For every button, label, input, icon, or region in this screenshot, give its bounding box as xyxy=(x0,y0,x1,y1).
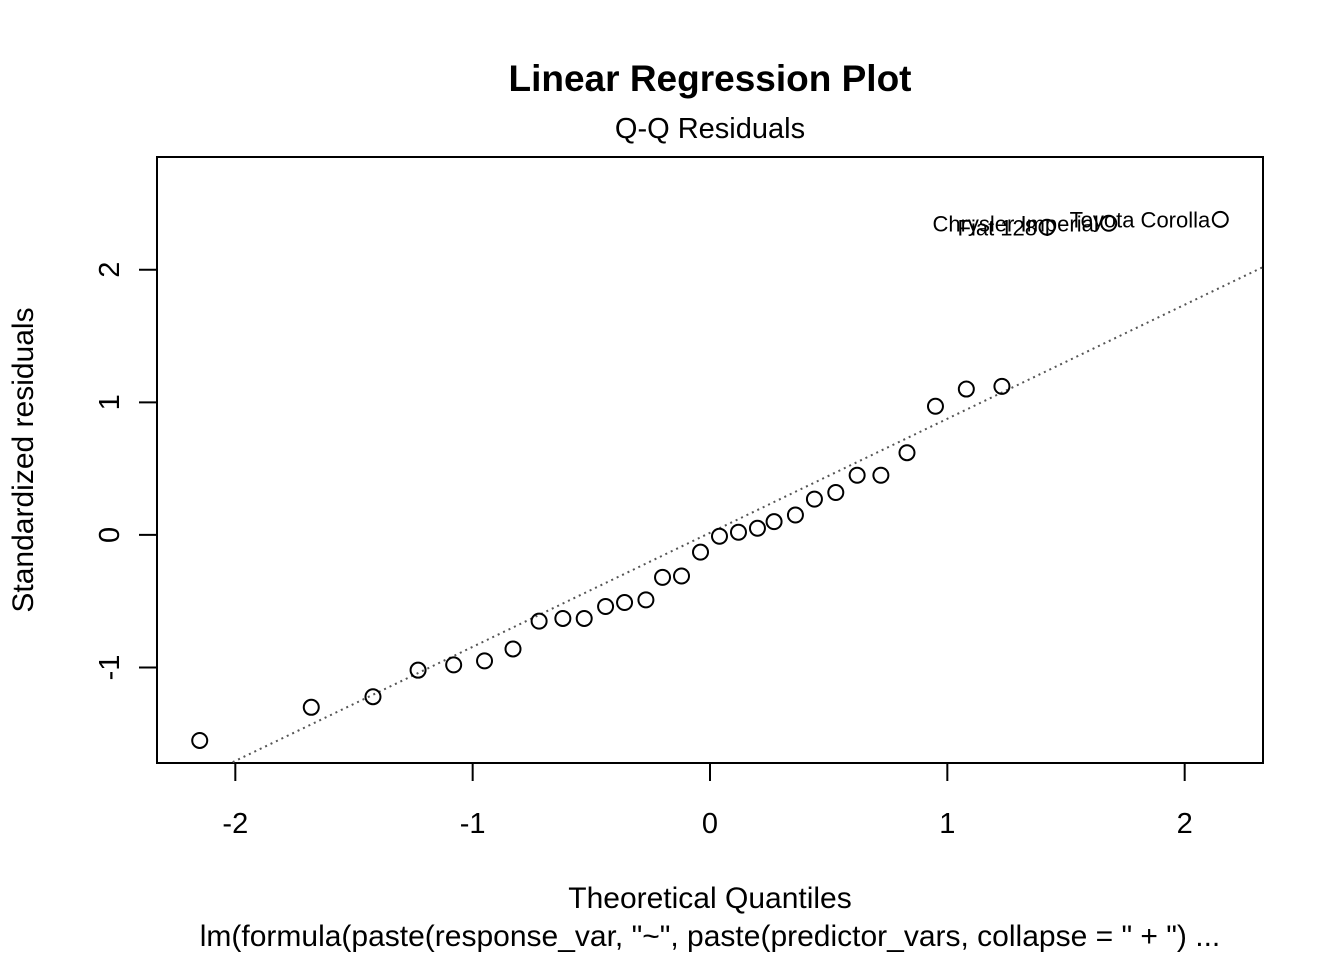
data-point xyxy=(476,652,494,670)
data-point xyxy=(1100,214,1118,232)
data-point xyxy=(898,444,916,462)
data-point xyxy=(993,377,1011,395)
y-tick-label: 0 xyxy=(94,527,126,543)
point-label: Chrysler Imperial xyxy=(932,211,1098,236)
data-point xyxy=(805,490,823,508)
data-point xyxy=(1038,218,1056,236)
data-point xyxy=(673,567,691,585)
data-point xyxy=(1211,210,1229,228)
y-tick-label: 2 xyxy=(94,262,126,278)
data-point xyxy=(926,397,944,415)
plot-frame xyxy=(156,156,1264,764)
qq-reference-line xyxy=(228,266,1263,763)
x-axis-label: Theoretical Quantiles xyxy=(568,882,852,915)
data-point xyxy=(654,568,672,586)
data-point xyxy=(302,698,320,716)
x-tick-label: 1 xyxy=(939,808,955,840)
data-point xyxy=(191,731,209,749)
y-tick-label: -1 xyxy=(94,655,126,681)
data-point xyxy=(409,661,427,679)
data-point xyxy=(530,612,548,630)
y-tick-label: 1 xyxy=(94,394,126,410)
data-point xyxy=(848,466,866,484)
x-tick-label: -2 xyxy=(222,808,248,840)
data-point xyxy=(616,594,634,612)
point-label: Toyota Corolla xyxy=(1070,207,1211,232)
x-tick-label: -1 xyxy=(460,808,486,840)
data-point xyxy=(786,506,804,524)
data-point xyxy=(445,656,463,674)
chart-subtitle: Q-Q Residuals xyxy=(614,113,806,145)
x-tick-label: 0 xyxy=(702,808,718,840)
point-label: Fiat 128 xyxy=(958,215,1038,240)
data-point xyxy=(827,483,845,501)
chart-title: Linear Regression Plot xyxy=(508,58,912,99)
data-point xyxy=(575,609,593,627)
data-point xyxy=(729,523,747,541)
data-point xyxy=(554,609,572,627)
model-caption: lm(formula(paste(response_var, "~", past… xyxy=(199,920,1221,953)
data-point xyxy=(710,527,728,545)
data-point xyxy=(957,380,975,398)
data-point xyxy=(637,591,655,609)
data-point xyxy=(748,519,766,537)
data-point xyxy=(765,513,783,531)
data-point xyxy=(872,466,890,484)
data-point xyxy=(504,640,522,658)
data-point xyxy=(692,543,710,561)
x-tick-label: 2 xyxy=(1177,808,1193,840)
data-point xyxy=(597,598,615,616)
data-point xyxy=(364,688,382,706)
